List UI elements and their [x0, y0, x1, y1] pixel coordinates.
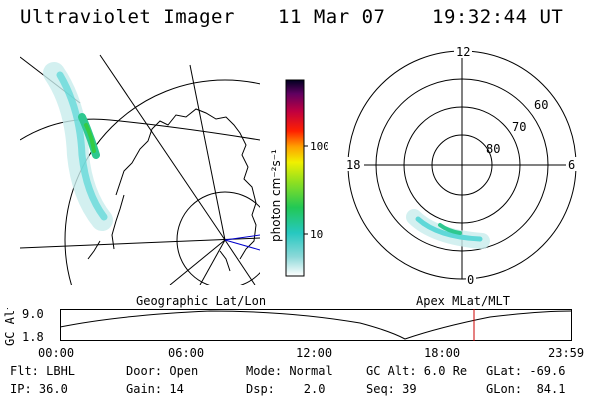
gc-alt-axis-label: GC Alt — [3, 308, 17, 346]
mlt-label-18: 18 — [346, 158, 360, 172]
lat-label-60: 60 — [534, 98, 548, 112]
info-ip: IP: 36.0 — [10, 382, 68, 396]
grid-line — [189, 64, 226, 241]
timeline-frame — [60, 309, 572, 341]
mlt-label-12: 12 — [456, 45, 470, 59]
polar-aurora — [406, 209, 490, 249]
info-glat: GLat: -69.6 — [486, 364, 566, 378]
footpoint-marker — [224, 234, 260, 251]
colorbar-bar — [285, 79, 305, 277]
gc-alt-tick-min: 1.8 — [22, 330, 44, 344]
time-tick: 18:00 — [424, 346, 461, 360]
info-glon: GLon: 84.1 — [486, 382, 566, 396]
aurora-emission — [43, 62, 113, 231]
time-tick: 06:00 — [168, 346, 205, 360]
gc-alt-label: GC Alt — [3, 308, 17, 346]
time-tick: 00:00 — [38, 346, 75, 360]
app-title: Ultraviolet Imager — [20, 6, 235, 28]
mlt-label-0: 0 — [467, 273, 474, 285]
grid-line — [99, 54, 226, 241]
colorbar-tick-label: 100 — [310, 140, 328, 153]
altitude-timeline — [60, 309, 572, 341]
observation-time: 19:32:44 UT — [432, 6, 564, 28]
info-gain: Gain: 14 — [126, 382, 184, 396]
grid-circle — [176, 191, 260, 285]
info-dsp: Dsp: 2.0 — [246, 382, 326, 396]
geographic-map — [20, 54, 260, 285]
lat-label-70: 70 — [512, 120, 526, 134]
geographic-panel-label: Geographic Lat/Lon — [136, 294, 267, 308]
lat-label-80: 80 — [486, 142, 500, 156]
colorbar-tick-label: 10 — [310, 228, 323, 241]
grid-circle — [64, 79, 260, 285]
time-tick: 23:59 — [548, 346, 585, 360]
grid-line — [199, 239, 226, 285]
apex-polar-plot: 12 18 6 0 60 70 80 — [346, 45, 578, 285]
coastline — [87, 240, 231, 272]
observation-date: 11 Mar 07 — [278, 6, 386, 28]
grid-line — [224, 239, 256, 285]
colorbar: 100 10 photon cm⁻²s⁻¹ — [268, 78, 330, 288]
info-mode: Mode: Normal — [246, 364, 333, 378]
apex-panel-label: Apex MLat/MLT — [416, 294, 510, 308]
colorbar-graphic: 100 10 photon cm⁻²s⁻¹ — [269, 79, 330, 277]
gc-alt-tick-max: 9.0 — [22, 307, 44, 321]
mlt-label-6: 6 — [568, 158, 575, 172]
time-tick: 12:00 — [296, 346, 333, 360]
altitude-curve — [60, 310, 572, 340]
grid-line — [20, 118, 260, 141]
grid-line — [20, 237, 260, 249]
info-door: Door: Open — [126, 364, 199, 378]
coastline — [111, 108, 257, 260]
info-filter: Flt: LBHL — [10, 364, 76, 378]
grid-line — [169, 239, 226, 285]
info-seq: Seq: 39 — [366, 382, 417, 396]
info-gc-alt: GC Alt: 6.0 Re — [366, 364, 468, 378]
colorbar-unit-label: photon cm⁻²s⁻¹ — [269, 149, 283, 242]
geo-grid — [20, 54, 260, 285]
